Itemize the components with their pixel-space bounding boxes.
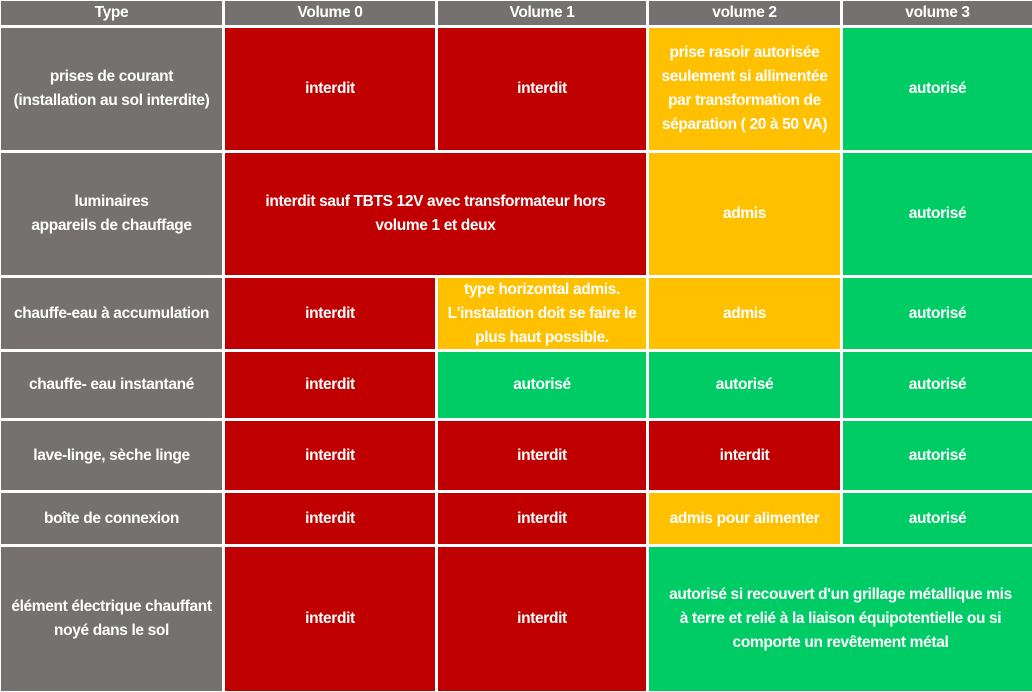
row-type: prises de courant (installation au sol i… [1, 28, 222, 150]
cell-volume-2-3: autorisé si recouvert d'un grillage méta… [649, 547, 1032, 691]
cell-volume-1: interdit [438, 547, 646, 691]
cell-volume-0: interdit [225, 28, 435, 150]
cell-volume-3: autorisé [843, 352, 1032, 418]
cell-volume-2: admis [649, 278, 840, 349]
cell-volume-0: interdit [225, 493, 435, 544]
header-type: Type [1, 1, 222, 25]
cell-volume-1: interdit [438, 28, 646, 150]
cell-volume-2: autorisé [649, 352, 840, 418]
cell-volume-2: admis [649, 153, 840, 275]
row-type: boîte de connexion [1, 493, 222, 544]
cell-volume-1: interdit [438, 421, 646, 490]
cell-volume-3: autorisé [843, 493, 1032, 544]
row-type: lave-linge, sèche linge [1, 421, 222, 490]
cell-volume-0: interdit [225, 278, 435, 349]
cell-volume-0: interdit [225, 421, 435, 490]
cell-volume-3: autorisé [843, 28, 1032, 150]
cell-volume-3: autorisé [843, 421, 1032, 490]
cell-volume-0: interdit [225, 547, 435, 691]
cell-volume-0: interdit [225, 352, 435, 418]
header-volume-0: Volume 0 [225, 1, 435, 25]
row-type: chauffe-eau à accumulation [1, 278, 222, 349]
header-volume-3: volume 3 [843, 1, 1032, 25]
cell-volume-2: admis pour alimenter [649, 493, 840, 544]
row-type: chauffe- eau instantané [1, 352, 222, 418]
header-volume-1: Volume 1 [438, 1, 646, 25]
row-type: luminaires appareils de chauffage [1, 153, 222, 275]
cell-volume-3: autorisé [843, 278, 1032, 349]
cell-volume-3: autorisé [843, 153, 1032, 275]
cell-volume-1: autorisé [438, 352, 646, 418]
cell-volume-2: prise rasoir autorisée seulement si alli… [649, 28, 840, 150]
cell-volume-0-1: interdit sauf TBTS 12V avec transformate… [225, 153, 646, 275]
row-type: élément électrique chauffant noyé dans l… [1, 547, 222, 691]
cell-volume-1: interdit [438, 493, 646, 544]
header-volume-2: volume 2 [649, 1, 840, 25]
cell-volume-1: type horizontal admis. L'instalation doi… [438, 278, 646, 349]
cell-volume-2: interdit [649, 421, 840, 490]
